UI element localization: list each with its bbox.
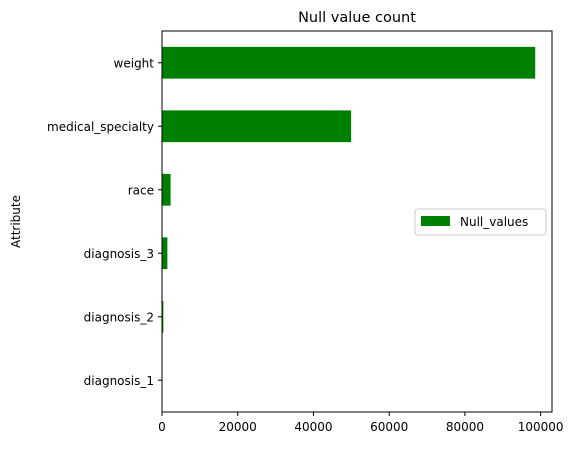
bar-weight (162, 46, 536, 79)
x-tick-label: 80000 (446, 420, 484, 434)
y-tick-label: diagnosis_3 (84, 247, 154, 261)
bar-diagnosis_2 (162, 300, 164, 333)
bar-medical_specialty (162, 110, 352, 143)
y-axis-label: Attribute (9, 195, 23, 248)
chart-title: Null value count (298, 10, 416, 26)
legend-label: Null_values (460, 215, 528, 229)
y-tick-label: race (128, 183, 154, 197)
x-tick-label: 40000 (294, 420, 332, 434)
legend: Null_values (414, 208, 547, 236)
y-tick-label: diagnosis_2 (84, 310, 154, 324)
y-tick-label: weight (114, 56, 155, 70)
x-ticks-group: 0 20000 40000 60000 80000 100000 (158, 412, 564, 434)
y-tick-label: medical_specialty (47, 120, 154, 134)
x-tick-label: 100000 (518, 420, 564, 434)
legend-swatch (421, 216, 450, 226)
legend-box (414, 208, 547, 236)
y-tick-label: diagnosis_1 (84, 374, 154, 388)
x-tick-label: 20000 (219, 420, 257, 434)
bar-race (162, 173, 171, 206)
bars-group (162, 46, 536, 397)
x-tick-label: 60000 (370, 420, 408, 434)
bar-diagnosis_3 (162, 237, 168, 270)
x-tick-label: 0 (158, 420, 166, 434)
plot-frame (161, 30, 553, 413)
